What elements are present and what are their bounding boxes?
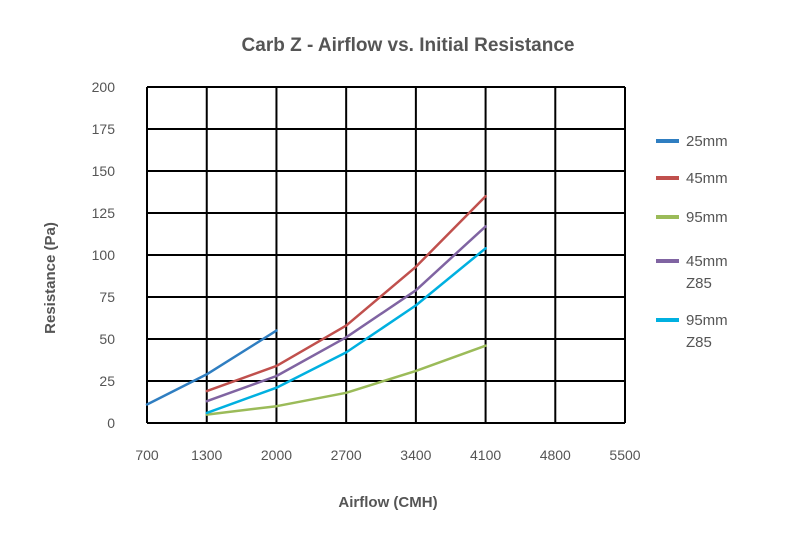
x-tick-label-5: 4100: [470, 447, 501, 463]
x-tick-label-2: 2000: [261, 447, 292, 463]
series-lines: [145, 194, 487, 416]
y-tick-label-4: 100: [92, 247, 116, 263]
legend: 25mm 45mm 95mm 45mm Z85 95mm Z85: [656, 133, 728, 351]
x-axis-title: Airflow (CMH): [338, 494, 437, 511]
x-tick-label-7: 5500: [609, 447, 640, 463]
series-line-0: [145, 329, 278, 406]
x-tick-label-0: 700: [135, 447, 159, 463]
chart-title: Carb Z - Airflow vs. Initial Resistance: [242, 35, 575, 56]
tick-labels: 700 1300 2000 2700 3400 4100 4800 5500 0 25 50 75 10…: [92, 79, 641, 463]
x-tick-label-1: 1300: [191, 447, 222, 463]
legend-label-3: 45mm Z85: [686, 253, 728, 292]
y-tick-label-5: 125: [92, 205, 116, 221]
series-line-1: [205, 194, 487, 393]
y-tick-label-8: 200: [92, 79, 116, 95]
y-axis-title: Resistance (Pa): [42, 222, 59, 334]
y-tick-label-2: 50: [99, 331, 115, 347]
y-tick-label-0: 0: [107, 415, 115, 431]
legend-label-4: 95mm Z85: [686, 312, 728, 351]
x-tick-label-4: 3400: [400, 447, 431, 463]
grid: [146, 86, 626, 424]
legend-label-0: 25mm: [686, 133, 728, 150]
legend-label-2: 95mm: [686, 209, 728, 226]
series-line-3: [205, 225, 487, 403]
y-tick-label-6: 150: [92, 163, 116, 179]
series-line-2: [205, 344, 487, 416]
x-tick-label-3: 2700: [331, 447, 362, 463]
y-tick-label-1: 25: [99, 373, 115, 389]
y-tick-label-7: 175: [92, 121, 116, 137]
legend-label-1: 45mm: [686, 170, 728, 187]
y-tick-label-3: 75: [99, 289, 115, 305]
series-line-4: [205, 247, 487, 415]
x-tick-label-6: 4800: [540, 447, 571, 463]
